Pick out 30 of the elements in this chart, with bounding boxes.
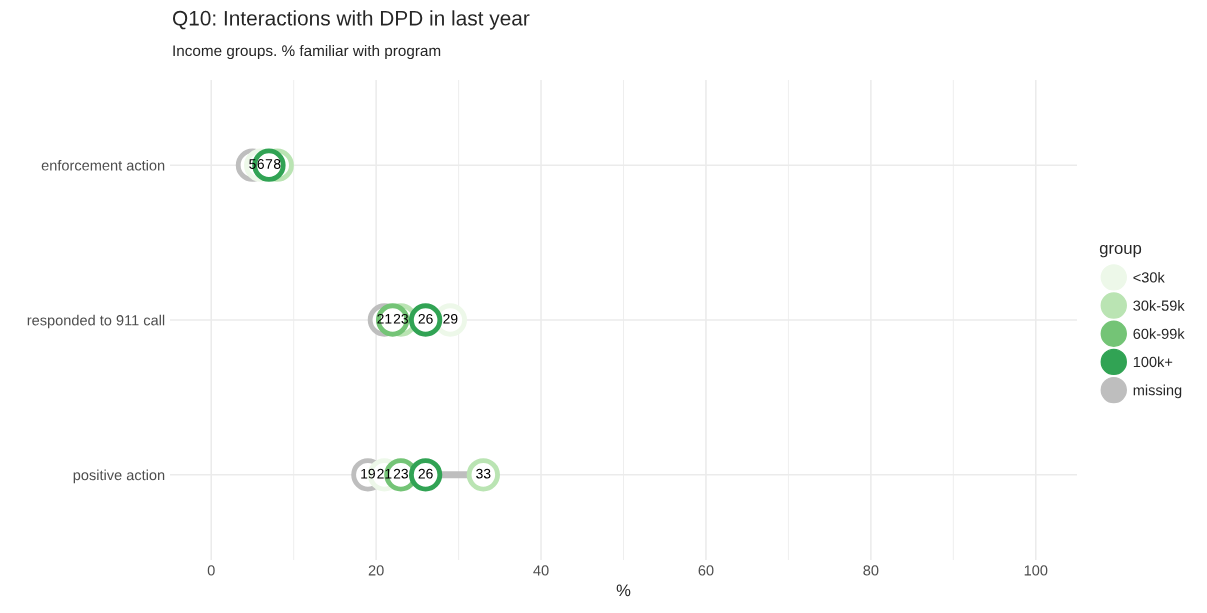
data-label: 26 bbox=[418, 313, 433, 324]
legend-label: <30k bbox=[1133, 271, 1165, 283]
x-tick-label: 40 bbox=[533, 565, 549, 576]
data-label: 23 bbox=[393, 313, 408, 324]
data-label: 6 bbox=[257, 159, 264, 169]
data-label: 7 bbox=[265, 159, 273, 169]
data-label: 29 bbox=[443, 313, 458, 324]
legend-label: 60k-99k bbox=[1133, 328, 1185, 339]
data-label: 23 bbox=[393, 468, 408, 479]
data-label: 8 bbox=[273, 159, 281, 169]
chart-subtitle: Income groups. % familiar with program bbox=[173, 44, 441, 60]
data-label: 21 bbox=[377, 468, 392, 479]
x-tick-label: 100 bbox=[1024, 565, 1048, 576]
chart-title: Q10: Interactions with DPD in last year bbox=[172, 10, 530, 30]
legend-label: 30k-59k bbox=[1133, 300, 1185, 311]
data-label: 33 bbox=[476, 468, 491, 479]
data-label: 26 bbox=[418, 468, 433, 479]
legend-label: missing bbox=[1133, 384, 1182, 399]
y-tick-label: enforcement action bbox=[41, 159, 165, 171]
x-tick-label: 60 bbox=[698, 565, 714, 576]
y-tick-label: responded to 911 call bbox=[27, 314, 165, 329]
x-tick-label: 80 bbox=[863, 565, 879, 576]
y-tick-label: positive action bbox=[73, 469, 165, 484]
x-axis-title: % bbox=[616, 584, 631, 597]
legend-label: 100k+ bbox=[1133, 356, 1173, 368]
data-label: 19 bbox=[361, 468, 375, 479]
x-tick-label: 0 bbox=[207, 565, 215, 576]
legend-title: group bbox=[1099, 244, 1142, 258]
x-tick-label: 20 bbox=[368, 565, 384, 576]
data-label: 21 bbox=[377, 313, 392, 324]
